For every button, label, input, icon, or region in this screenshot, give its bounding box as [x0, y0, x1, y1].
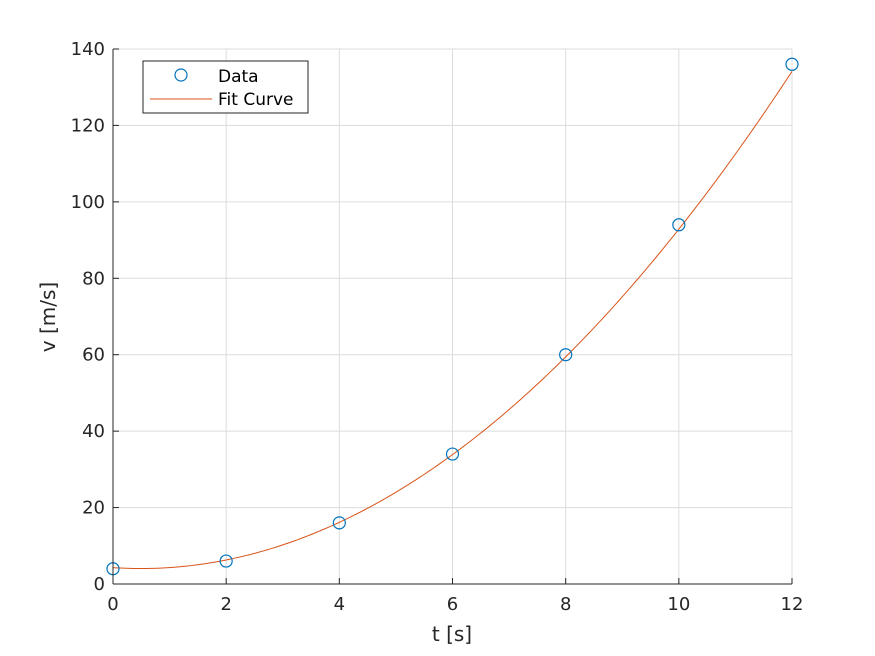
fit-curve-layer — [112, 71, 793, 570]
x-tick-label: 12 — [781, 594, 804, 615]
data-point-marker — [445, 447, 460, 461]
x-tick-label: 8 — [560, 594, 571, 615]
y-tick-label: 100 — [71, 192, 105, 213]
grid-lines — [112, 48, 793, 585]
y-tick-label: 40 — [82, 421, 105, 442]
x-axis-label: t [s] — [432, 622, 472, 646]
x-tick-label: 10 — [667, 594, 690, 615]
y-axis-label: v [m/s] — [36, 282, 60, 352]
axes — [112, 48, 793, 585]
y-tick-label: 120 — [71, 115, 105, 136]
legend-box — [142, 60, 309, 114]
fit-curve-line — [112, 71, 793, 570]
legend-data-marker — [174, 68, 188, 82]
y-tick-label: 140 — [71, 39, 105, 60]
y-tick-label: 80 — [82, 268, 105, 289]
y-tick-label: 0 — [94, 574, 105, 595]
data-point-marker — [672, 218, 686, 232]
x-tick-label: 2 — [220, 594, 231, 615]
legend: Data Fit Curve — [142, 60, 309, 114]
x-tick-label: 6 — [447, 594, 458, 615]
legend-label-data: Data — [218, 67, 259, 87]
data-point-marker — [332, 516, 346, 530]
data-point-marker — [219, 554, 233, 568]
y-tick-label: 20 — [82, 498, 105, 519]
data-point-marker — [785, 57, 799, 71]
x-tick-label: 0 — [107, 594, 118, 615]
legend-label-fit-curve: Fit Curve — [218, 90, 294, 110]
y-tick-label: 60 — [82, 345, 105, 366]
data-point-marker — [559, 348, 573, 362]
x-tick-label: 4 — [334, 594, 345, 615]
